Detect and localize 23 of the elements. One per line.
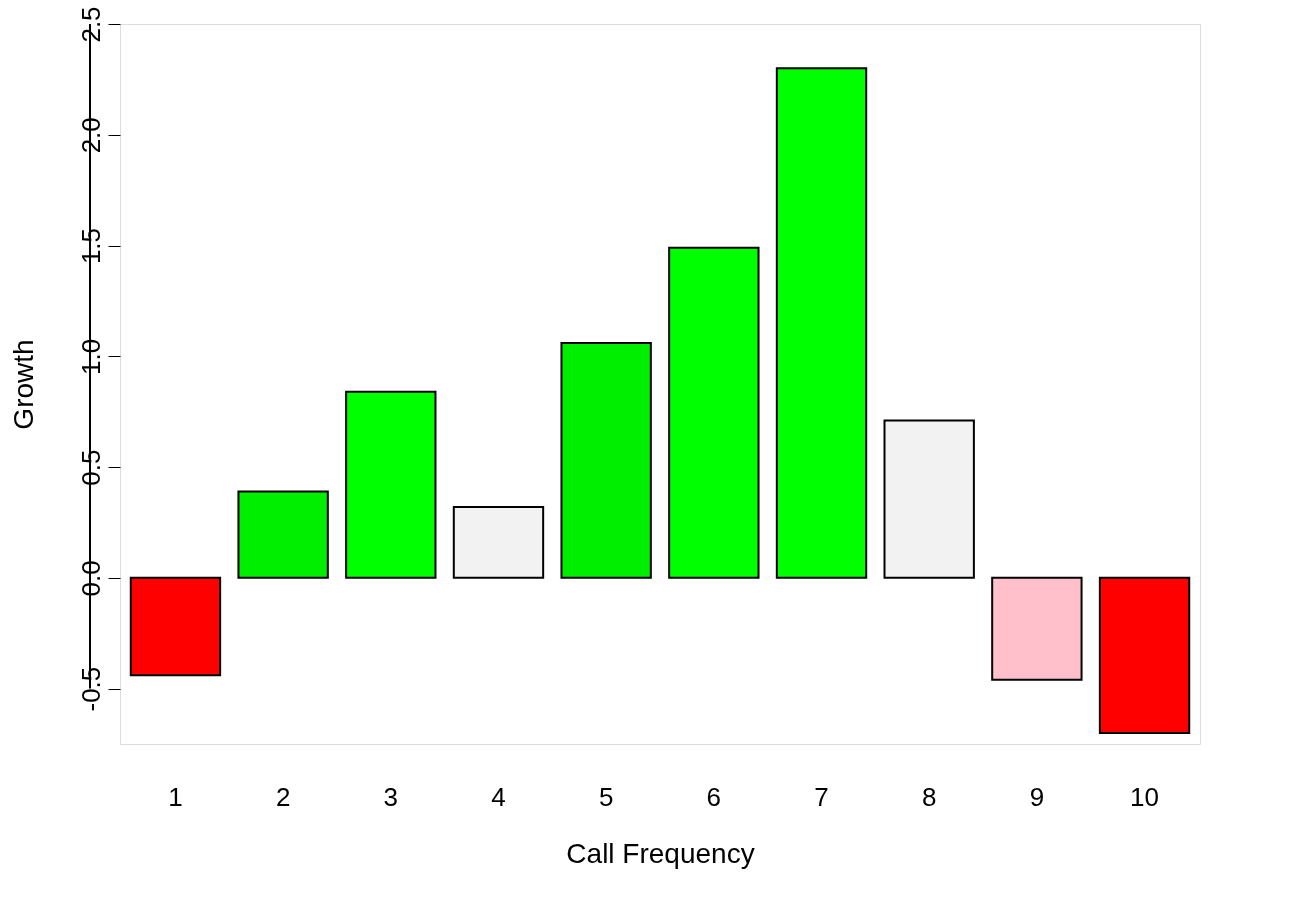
x-axis-title: Call Frequency	[566, 837, 755, 869]
bar	[1098, 576, 1191, 734]
bar	[237, 490, 329, 579]
x-tick-label: 10	[1130, 781, 1160, 812]
x-tick-label: 5	[598, 781, 614, 812]
bar	[129, 576, 222, 677]
x-tick-label: 4	[491, 781, 506, 812]
bar	[452, 505, 545, 579]
y-tick-label: 2.5	[75, 6, 106, 43]
bar	[560, 342, 652, 579]
y-axis-title: Growth	[7, 339, 39, 430]
x-tick-label: 9	[1029, 781, 1045, 812]
bar	[883, 419, 975, 579]
x-tick-label: 6	[706, 781, 722, 812]
bar	[668, 246, 760, 579]
x-tick-label: 1	[168, 781, 183, 812]
bar	[775, 67, 868, 579]
bar	[345, 390, 437, 579]
bar	[991, 576, 1083, 681]
x-tick-label: 8	[921, 781, 937, 812]
x-tick-label: 7	[814, 781, 829, 812]
x-tick-label: 2	[275, 781, 291, 812]
x-tick-label: 3	[383, 781, 399, 812]
